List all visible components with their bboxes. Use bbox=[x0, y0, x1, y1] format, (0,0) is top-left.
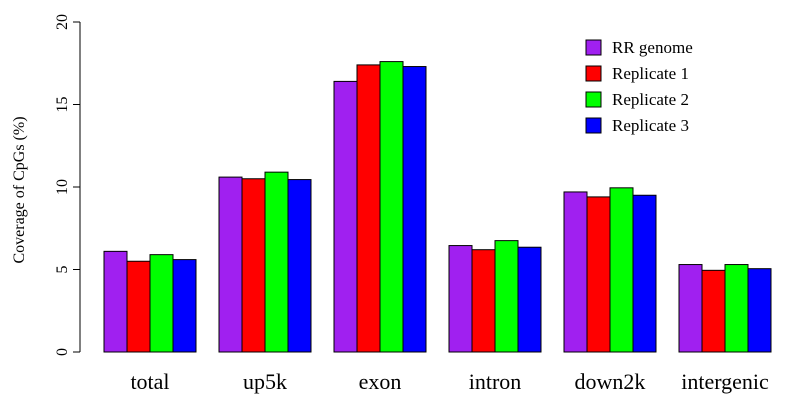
y-tick-label: 10 bbox=[54, 179, 71, 195]
bar bbox=[563, 191, 588, 353]
legend: RR genome Replicate 1 Replicate 2 Replicate… bbox=[585, 38, 693, 135]
bar bbox=[609, 187, 634, 353]
x-tick-label: intergenic bbox=[681, 369, 769, 394]
bar bbox=[218, 176, 243, 353]
bar bbox=[379, 61, 404, 353]
bar bbox=[241, 178, 266, 353]
x-tick-label: down2k bbox=[575, 369, 646, 394]
legend-swatch bbox=[585, 39, 602, 56]
bar bbox=[448, 245, 473, 353]
x-axis-labels: total up5k exon intron down2k intergenic bbox=[130, 369, 769, 394]
bar bbox=[402, 66, 427, 353]
y-tick-label: 15 bbox=[54, 97, 71, 113]
bar bbox=[701, 269, 726, 353]
bar bbox=[471, 249, 496, 353]
bar bbox=[517, 246, 542, 353]
legend-label: Replicate 1 bbox=[612, 64, 689, 83]
y-axis: 0 5 10 15 20 bbox=[54, 14, 81, 356]
legend-label: Replicate 3 bbox=[612, 116, 689, 135]
bar bbox=[632, 194, 657, 353]
bar bbox=[678, 264, 703, 353]
x-tick-label: exon bbox=[359, 369, 402, 394]
bar bbox=[287, 179, 312, 353]
x-tick-label: total bbox=[130, 369, 169, 394]
bar bbox=[264, 171, 289, 353]
bar bbox=[126, 260, 151, 353]
bar bbox=[724, 264, 749, 353]
bar bbox=[103, 250, 128, 353]
y-axis-label: Coverage of CpGs (%) bbox=[11, 116, 28, 263]
x-tick-label: intron bbox=[469, 369, 522, 394]
legend-label: RR genome bbox=[612, 38, 693, 57]
legend-swatch bbox=[585, 117, 602, 134]
y-tick-label: 20 bbox=[54, 14, 71, 30]
bar bbox=[586, 196, 611, 353]
bar bbox=[356, 64, 381, 353]
legend-swatch bbox=[585, 65, 602, 82]
bar bbox=[149, 254, 174, 353]
bars bbox=[103, 61, 772, 353]
bar bbox=[172, 259, 197, 353]
y-tick-label: 0 bbox=[54, 348, 71, 356]
bar bbox=[494, 240, 519, 353]
bar bbox=[333, 80, 358, 353]
bar bbox=[747, 268, 772, 353]
legend-label: Replicate 2 bbox=[612, 90, 689, 109]
legend-swatch bbox=[585, 91, 602, 108]
y-tick-label: 5 bbox=[54, 266, 71, 274]
x-tick-label: up5k bbox=[243, 369, 287, 394]
